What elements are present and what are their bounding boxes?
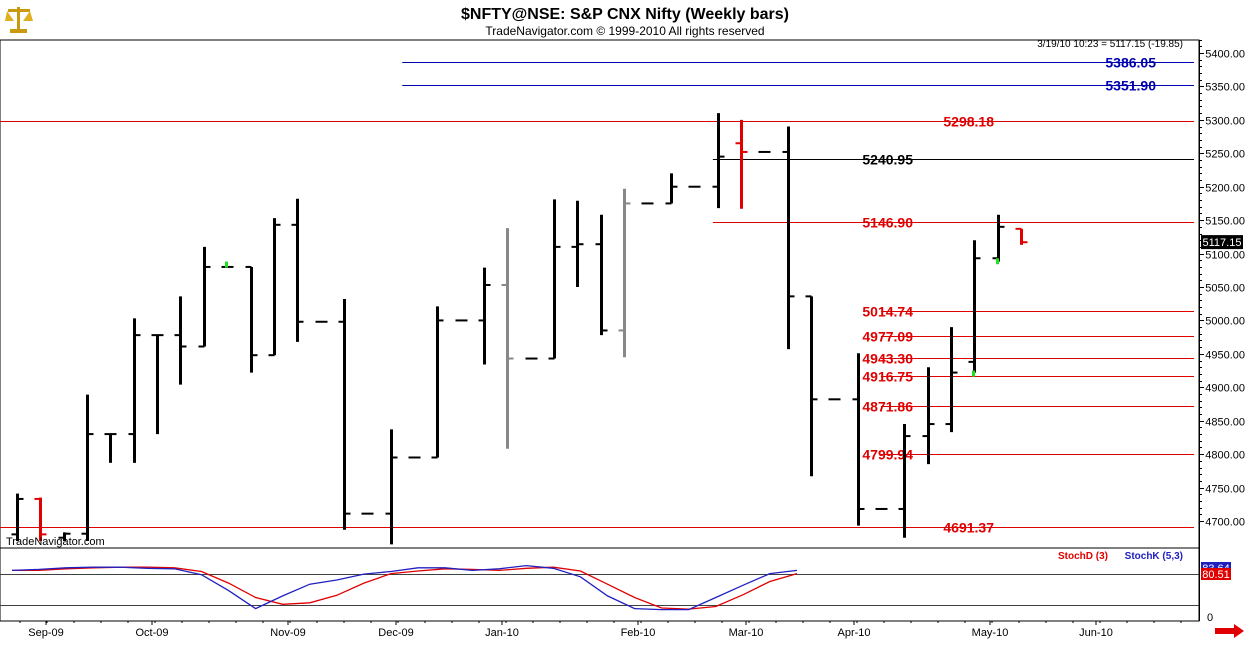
level-label-8: 4916.75 bbox=[862, 369, 913, 385]
ohlc-bar bbox=[548, 199, 561, 360]
y-tick-label: 5300.00 bbox=[1205, 116, 1245, 128]
ohlc-bar bbox=[291, 198, 304, 342]
ohlc-bar bbox=[151, 334, 164, 435]
stochd-value-label: 80.51 bbox=[1202, 569, 1230, 581]
ohlc-bar bbox=[431, 306, 444, 459]
x-tick-label: Mar-10 bbox=[729, 627, 764, 639]
x-tick-label: May-10 bbox=[972, 627, 1009, 639]
x-tick-label: Oct-09 bbox=[135, 627, 168, 639]
level-label-0: 5386.05 bbox=[1105, 55, 1156, 71]
ohlc-bar bbox=[805, 295, 818, 477]
stochk-legend-label: StochK (5,3) bbox=[1125, 551, 1183, 562]
y-tick-label: 4750.00 bbox=[1205, 484, 1245, 496]
ohlc-bar bbox=[898, 424, 911, 538]
x-tick-label: Feb-10 bbox=[621, 627, 656, 639]
ohlc-bar bbox=[104, 433, 117, 463]
level-label-11: 4691.37 bbox=[943, 520, 994, 536]
ohlc-bar bbox=[852, 353, 865, 526]
ohlc-bar bbox=[665, 173, 678, 205]
date-axis: Sep-09 Oct-09 Nov-09 Dec-09 Jan-10 Feb-10 Mar-… bbox=[19, 621, 1182, 639]
y-tick-label: 4900.00 bbox=[1205, 383, 1245, 395]
stochastic-indicator: 83.6480.510 bbox=[0, 562, 1231, 624]
ohlc-bar bbox=[968, 240, 981, 373]
ohlc-bar bbox=[945, 327, 958, 433]
ohlc-bar bbox=[735, 119, 748, 209]
support-resistance-levels: 5386.05 5351.90 5298.18 5240.95 5146.90 5014.… bbox=[0, 55, 1194, 536]
ohlc-bar bbox=[782, 126, 795, 350]
y-tick-label: 5050.00 bbox=[1205, 283, 1245, 295]
x-tick-label: Dec-09 bbox=[378, 627, 413, 639]
stochd-legend-label: StochD (3) bbox=[1058, 551, 1108, 562]
ohlc-bar bbox=[128, 318, 141, 463]
last-price-box bbox=[1201, 235, 1243, 250]
ohlc-bar bbox=[385, 429, 398, 545]
chart-title: $NFTY@NSE: S&P CNX Nifty (Weekly bars) bbox=[461, 6, 789, 23]
y-tick-label: 5100.00 bbox=[1205, 250, 1245, 262]
stochd-line bbox=[12, 566, 798, 610]
last-price-label: 5117.15 bbox=[1203, 237, 1242, 249]
level-label-6: 4977.09 bbox=[862, 329, 913, 345]
y-tick-label: 4850.00 bbox=[1205, 417, 1245, 429]
ohlc-bar bbox=[198, 246, 211, 348]
level-label-5: 5014.74 bbox=[862, 304, 913, 320]
level-label-9: 4871.86 bbox=[862, 399, 913, 415]
scroll-right-arrow-icon[interactable] bbox=[1215, 624, 1244, 638]
ohlc-bar bbox=[174, 296, 187, 385]
ohlc-bar bbox=[618, 188, 631, 358]
ohlc-bar bbox=[58, 532, 71, 542]
y-tick-label: 5350.00 bbox=[1205, 82, 1245, 94]
y-tick-label: 5000.00 bbox=[1205, 316, 1245, 328]
level-label-2: 5298.18 bbox=[943, 114, 994, 130]
level-label-1: 5351.90 bbox=[1105, 78, 1156, 94]
x-tick-label: Nov-09 bbox=[270, 627, 305, 639]
ohlc-bar bbox=[571, 200, 584, 287]
y-tick-label: 5200.00 bbox=[1205, 183, 1245, 195]
quote-readout: 3/19/10 10:23 = 5117.15 (-19.85) bbox=[1037, 39, 1183, 50]
y-tick-label: 4700.00 bbox=[1205, 517, 1245, 529]
stoch-zero-label: 0 bbox=[1207, 612, 1213, 624]
ohlc-bar bbox=[478, 267, 491, 365]
price-axis: 4700.00 4750.00 4800.00 4850.00 4900.00 4950.… bbox=[1199, 40, 1245, 621]
ohlc-bar bbox=[338, 299, 351, 530]
stoch-legend: StochD (3) StochK (5,3) bbox=[1058, 551, 1183, 562]
x-tick-label: Jan-10 bbox=[485, 627, 519, 639]
stochd-value-box bbox=[1201, 568, 1231, 580]
x-tick-label: Sep-09 bbox=[28, 627, 63, 639]
logo bbox=[5, 7, 33, 33]
level-label-3: 5240.95 bbox=[862, 152, 913, 168]
y-tick-label: 5150.00 bbox=[1205, 216, 1245, 228]
x-tick-label: Jun-10 bbox=[1079, 627, 1113, 639]
y-tick-label: 5250.00 bbox=[1205, 149, 1245, 161]
y-tick-label: 4950.00 bbox=[1205, 350, 1245, 362]
ohlc-bar bbox=[501, 228, 514, 449]
ohlc-bar bbox=[268, 218, 281, 357]
ohlc-bar bbox=[81, 394, 94, 542]
level-label-10: 4799.94 bbox=[862, 447, 913, 463]
y-tick-label: 5400.00 bbox=[1205, 49, 1245, 61]
ohlc-bar bbox=[1015, 227, 1028, 245]
ohlc-bar bbox=[922, 367, 935, 465]
ohlc-bars bbox=[11, 113, 1028, 545]
ohlc-bar bbox=[595, 214, 608, 336]
level-label-7: 4943.30 bbox=[862, 351, 913, 367]
ohlc-bar bbox=[712, 113, 725, 209]
ohlc-bar bbox=[11, 493, 24, 542]
ohlc-bar bbox=[245, 265, 258, 373]
ohlc-bar bbox=[34, 497, 47, 542]
level-label-4: 5146.90 bbox=[862, 215, 913, 231]
y-tick-label: 4800.00 bbox=[1205, 450, 1245, 462]
watermark-text: TradeNavigator.com bbox=[6, 536, 105, 548]
stochk-line bbox=[11, 564, 798, 611]
ohlc-bar bbox=[992, 214, 1005, 262]
x-tick-label: Apr-10 bbox=[837, 627, 870, 639]
copyright-text: TradeNavigator.com © 1999-2010 All right… bbox=[485, 24, 764, 38]
scales-logo-icon bbox=[5, 7, 33, 33]
